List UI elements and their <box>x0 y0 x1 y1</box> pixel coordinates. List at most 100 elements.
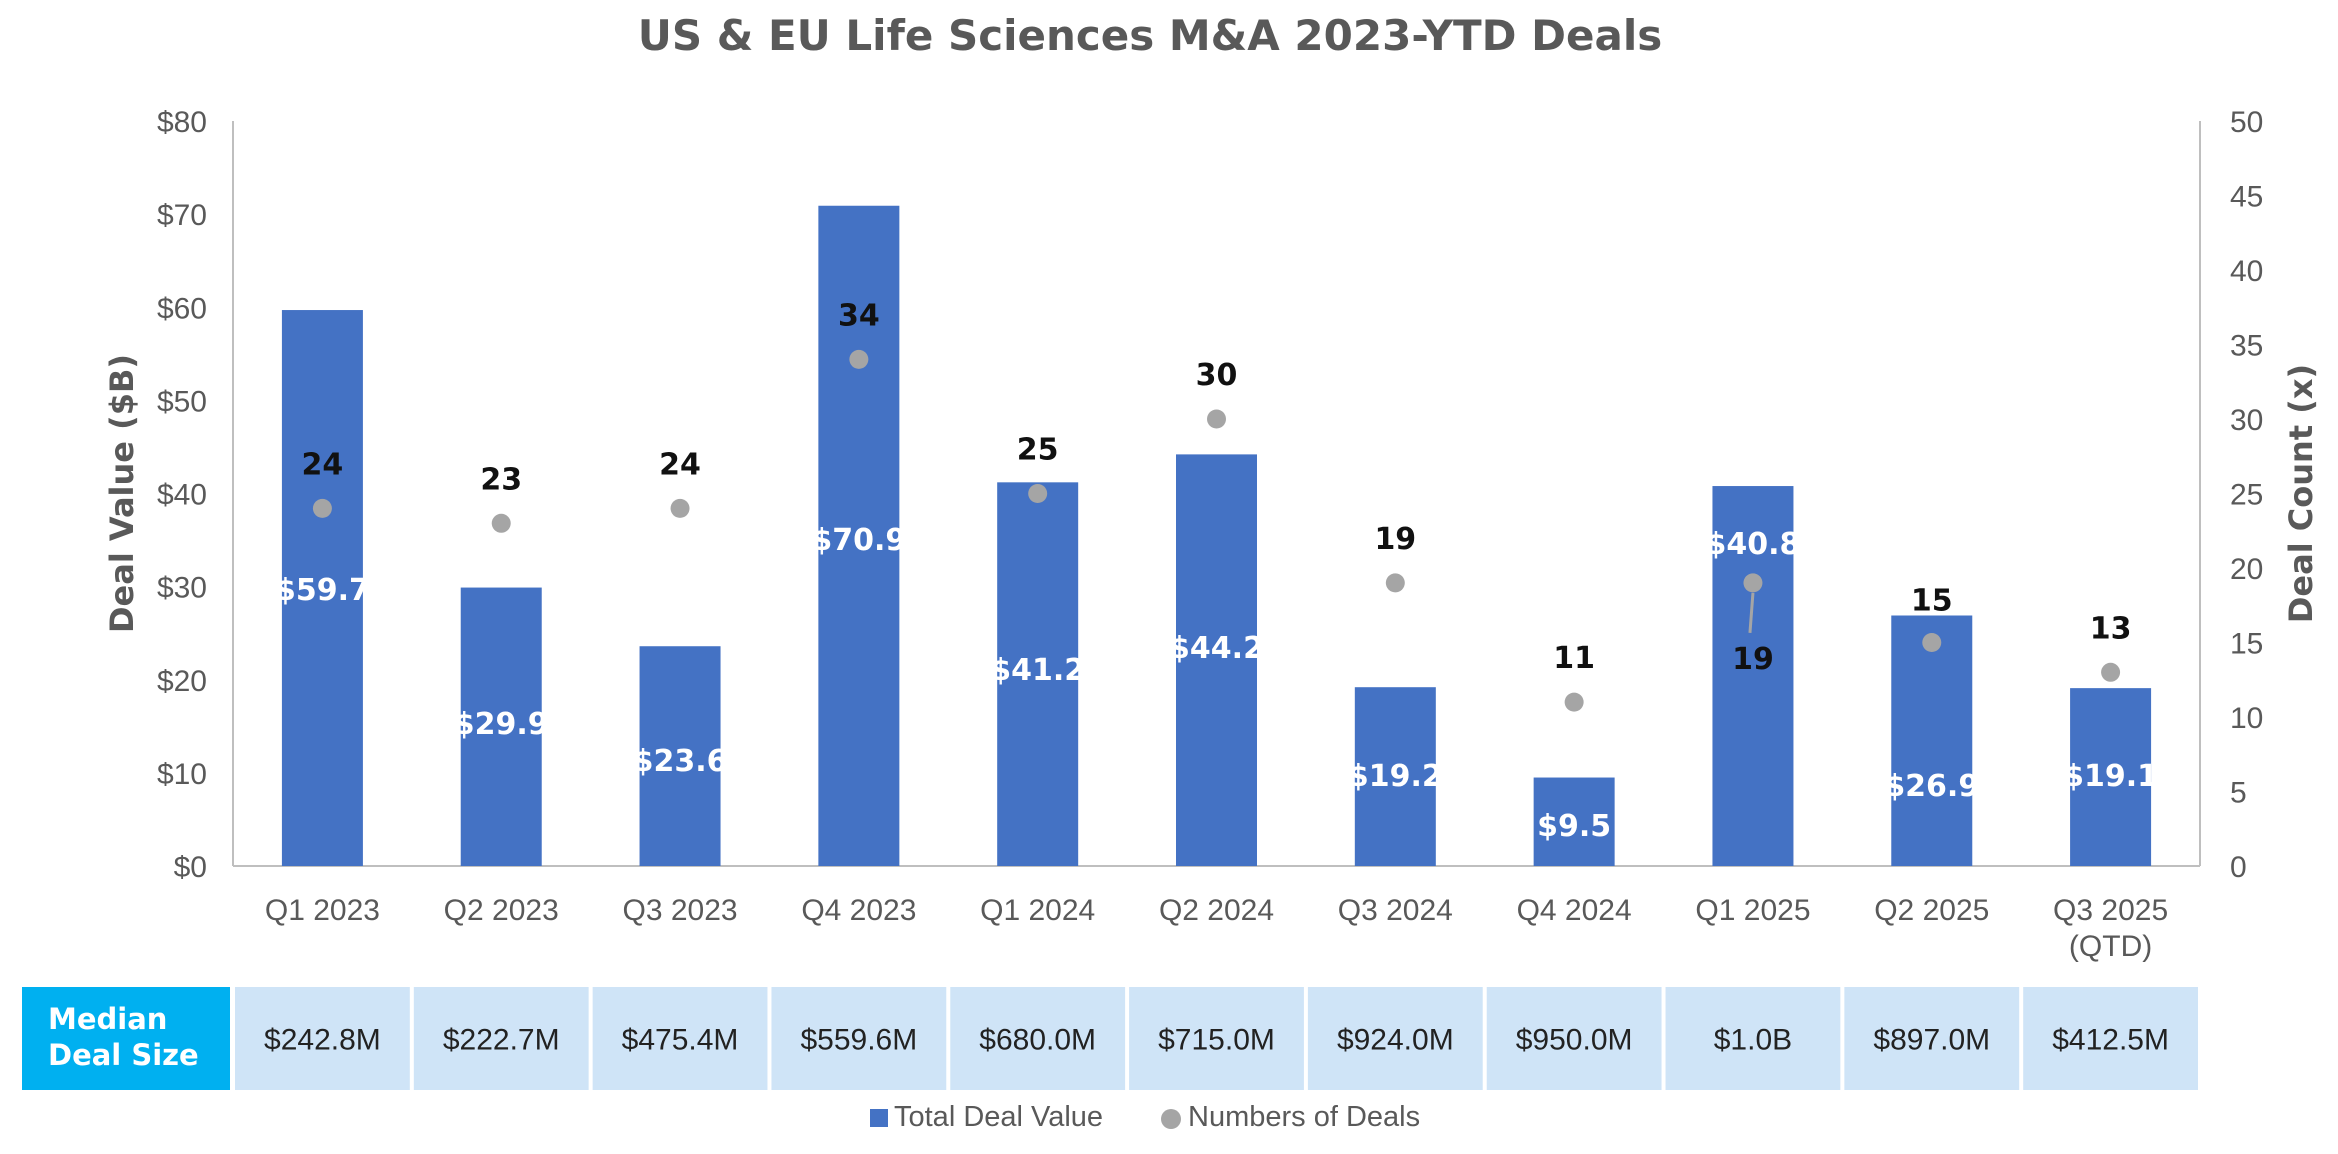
y-tick-right: 50 <box>2230 106 2263 139</box>
y-axis-right-title: Deal Count (x) <box>2282 364 2320 623</box>
point-number-of-deals <box>2101 662 2121 682</box>
median-table-value: $559.6M <box>800 1024 917 1057</box>
median-table-value: $950.0M <box>1516 1024 1633 1057</box>
median-table-header-cell <box>22 987 230 1090</box>
y-tick-right: 25 <box>2230 479 2263 512</box>
x-tick-label: Q1 2025 <box>1695 894 1810 927</box>
bar-data-label: $44.2 <box>1169 631 1264 666</box>
x-tick-label: Q4 2024 <box>1517 894 1632 927</box>
median-table-cell <box>1129 987 1304 1090</box>
y-tick-left: $60 <box>157 292 207 325</box>
bar-data-label: $26.9 <box>1884 769 1979 804</box>
count-data-label: 15 <box>1911 584 1953 619</box>
median-table-cell <box>1307 987 1483 1090</box>
y-tick-right: 10 <box>2230 702 2263 735</box>
point-number-of-deals <box>1385 573 1405 593</box>
y-tick-left: $70 <box>157 199 207 232</box>
bar-total-deal-value <box>1354 687 1436 866</box>
median-table-value: $412.5M <box>2052 1024 2169 1057</box>
bars-group <box>281 205 2152 866</box>
count-data-label: 24 <box>659 447 701 482</box>
y-tick-left: $10 <box>157 758 207 791</box>
bar-total-deal-value <box>1176 454 1257 866</box>
median-table-cell <box>1486 987 1662 1090</box>
bar-data-label: $23.6 <box>633 744 728 779</box>
point-number-of-deals <box>1922 633 1942 652</box>
median-table-value: $924.0M <box>1337 1024 1454 1057</box>
bar-total-deal-value <box>281 310 363 866</box>
y-tick-left: $20 <box>157 665 207 698</box>
bar-data-label: $41.2 <box>990 653 1085 688</box>
median-table-header-text: Deal Size <box>48 1038 199 1072</box>
count-data-label: 19 <box>1732 642 1774 677</box>
x-tick-label: Q4 2023 <box>801 894 916 927</box>
y-tick-right: 35 <box>2230 330 2263 363</box>
bar-data-label: $40.8 <box>1706 527 1801 562</box>
y-tick-right: 45 <box>2230 181 2263 214</box>
median-table-cell <box>235 987 410 1090</box>
median-table-value: $222.7M <box>443 1024 560 1057</box>
median-table-header-text: Median <box>48 1002 167 1036</box>
y-axis-left-title: Deal Value ($B) <box>103 354 141 633</box>
x-tick-label: Q3 2024 <box>1338 894 1453 927</box>
median-table-value: $1.0B <box>1714 1024 1792 1057</box>
y-tick-left: $30 <box>157 572 207 605</box>
count-data-label: 13 <box>2090 611 2132 646</box>
x-tick-label: Q3 2025 (QTD) <box>2053 894 2168 963</box>
legend-swatch-total-deal-value <box>870 1109 888 1127</box>
y-tick-left: $0 <box>174 851 207 884</box>
y-tick-right: 5 <box>2230 777 2247 810</box>
median-table-cell <box>592 987 768 1090</box>
legend: Total Deal Value Numbers of Deals <box>870 1101 1420 1133</box>
bar-total-deal-value <box>997 482 1079 866</box>
median-table-cell <box>2023 987 2198 1090</box>
bar-data-label: $19.1 <box>2063 759 2158 794</box>
labels-group: $59.7 $29.9 $23.6 $70.9 $41.2 $44.2 $19.2 $9.5 $… <box>275 298 2158 844</box>
bar-total-deal-value <box>460 587 542 866</box>
point-number-of-deals <box>1743 573 1763 593</box>
count-data-label: 19 <box>1374 522 1416 557</box>
bar-data-label: $29.9 <box>454 707 549 742</box>
bar-data-label: $70.9 <box>811 523 906 558</box>
bar-total-deal-value <box>818 205 900 866</box>
median-table-cell <box>771 987 947 1090</box>
median-table-cell <box>1665 987 1841 1090</box>
point-number-of-deals <box>849 349 869 369</box>
point-number-of-deals <box>1564 692 1584 712</box>
y-tick-right: 20 <box>2230 553 2263 586</box>
bar-total-deal-value <box>2070 688 2152 866</box>
x-tick-label: Q2 2023 <box>444 894 559 927</box>
median-table-value: $897.0M <box>1873 1024 1990 1057</box>
y-tick-right: 30 <box>2230 404 2263 437</box>
y-tick-left: $50 <box>157 385 207 418</box>
count-data-label: 24 <box>302 447 344 482</box>
count-data-label: 25 <box>1017 433 1059 468</box>
bar-data-label: $59.7 <box>275 573 370 608</box>
median-table-cell <box>950 987 1126 1090</box>
y-tick-left: $40 <box>157 479 207 512</box>
leader-line <box>1748 592 1755 634</box>
point-number-of-deals <box>1028 484 1048 503</box>
y-tick-right: 15 <box>2230 628 2263 661</box>
bar-total-deal-value <box>1891 615 1973 866</box>
bar-total-deal-value <box>1533 777 1615 866</box>
x-tick-label: Q2 2025 <box>1874 894 1989 927</box>
x-tick-label: Q1 2023 <box>265 894 380 927</box>
count-data-label: 34 <box>838 298 880 333</box>
bar-total-deal-value <box>639 646 721 866</box>
y-tick-left: $80 <box>157 106 207 139</box>
points-group <box>312 349 2121 712</box>
count-data-label: 11 <box>1553 641 1595 676</box>
point-number-of-deals <box>1207 409 1226 429</box>
median-table-cell <box>413 987 589 1090</box>
axes-group: $0 $10 $20 $30 $40 $50 $60 $70 $80 0 5 10 15 20 25 30 35… <box>103 106 2320 963</box>
median-table-value: $242.8M <box>264 1024 381 1057</box>
count-data-label: 30 <box>1196 358 1238 393</box>
median-table-value: $475.4M <box>622 1024 739 1057</box>
count-data-label: 23 <box>480 462 522 497</box>
point-number-of-deals <box>670 498 690 518</box>
bar-data-label: $9.5 <box>1537 809 1611 844</box>
